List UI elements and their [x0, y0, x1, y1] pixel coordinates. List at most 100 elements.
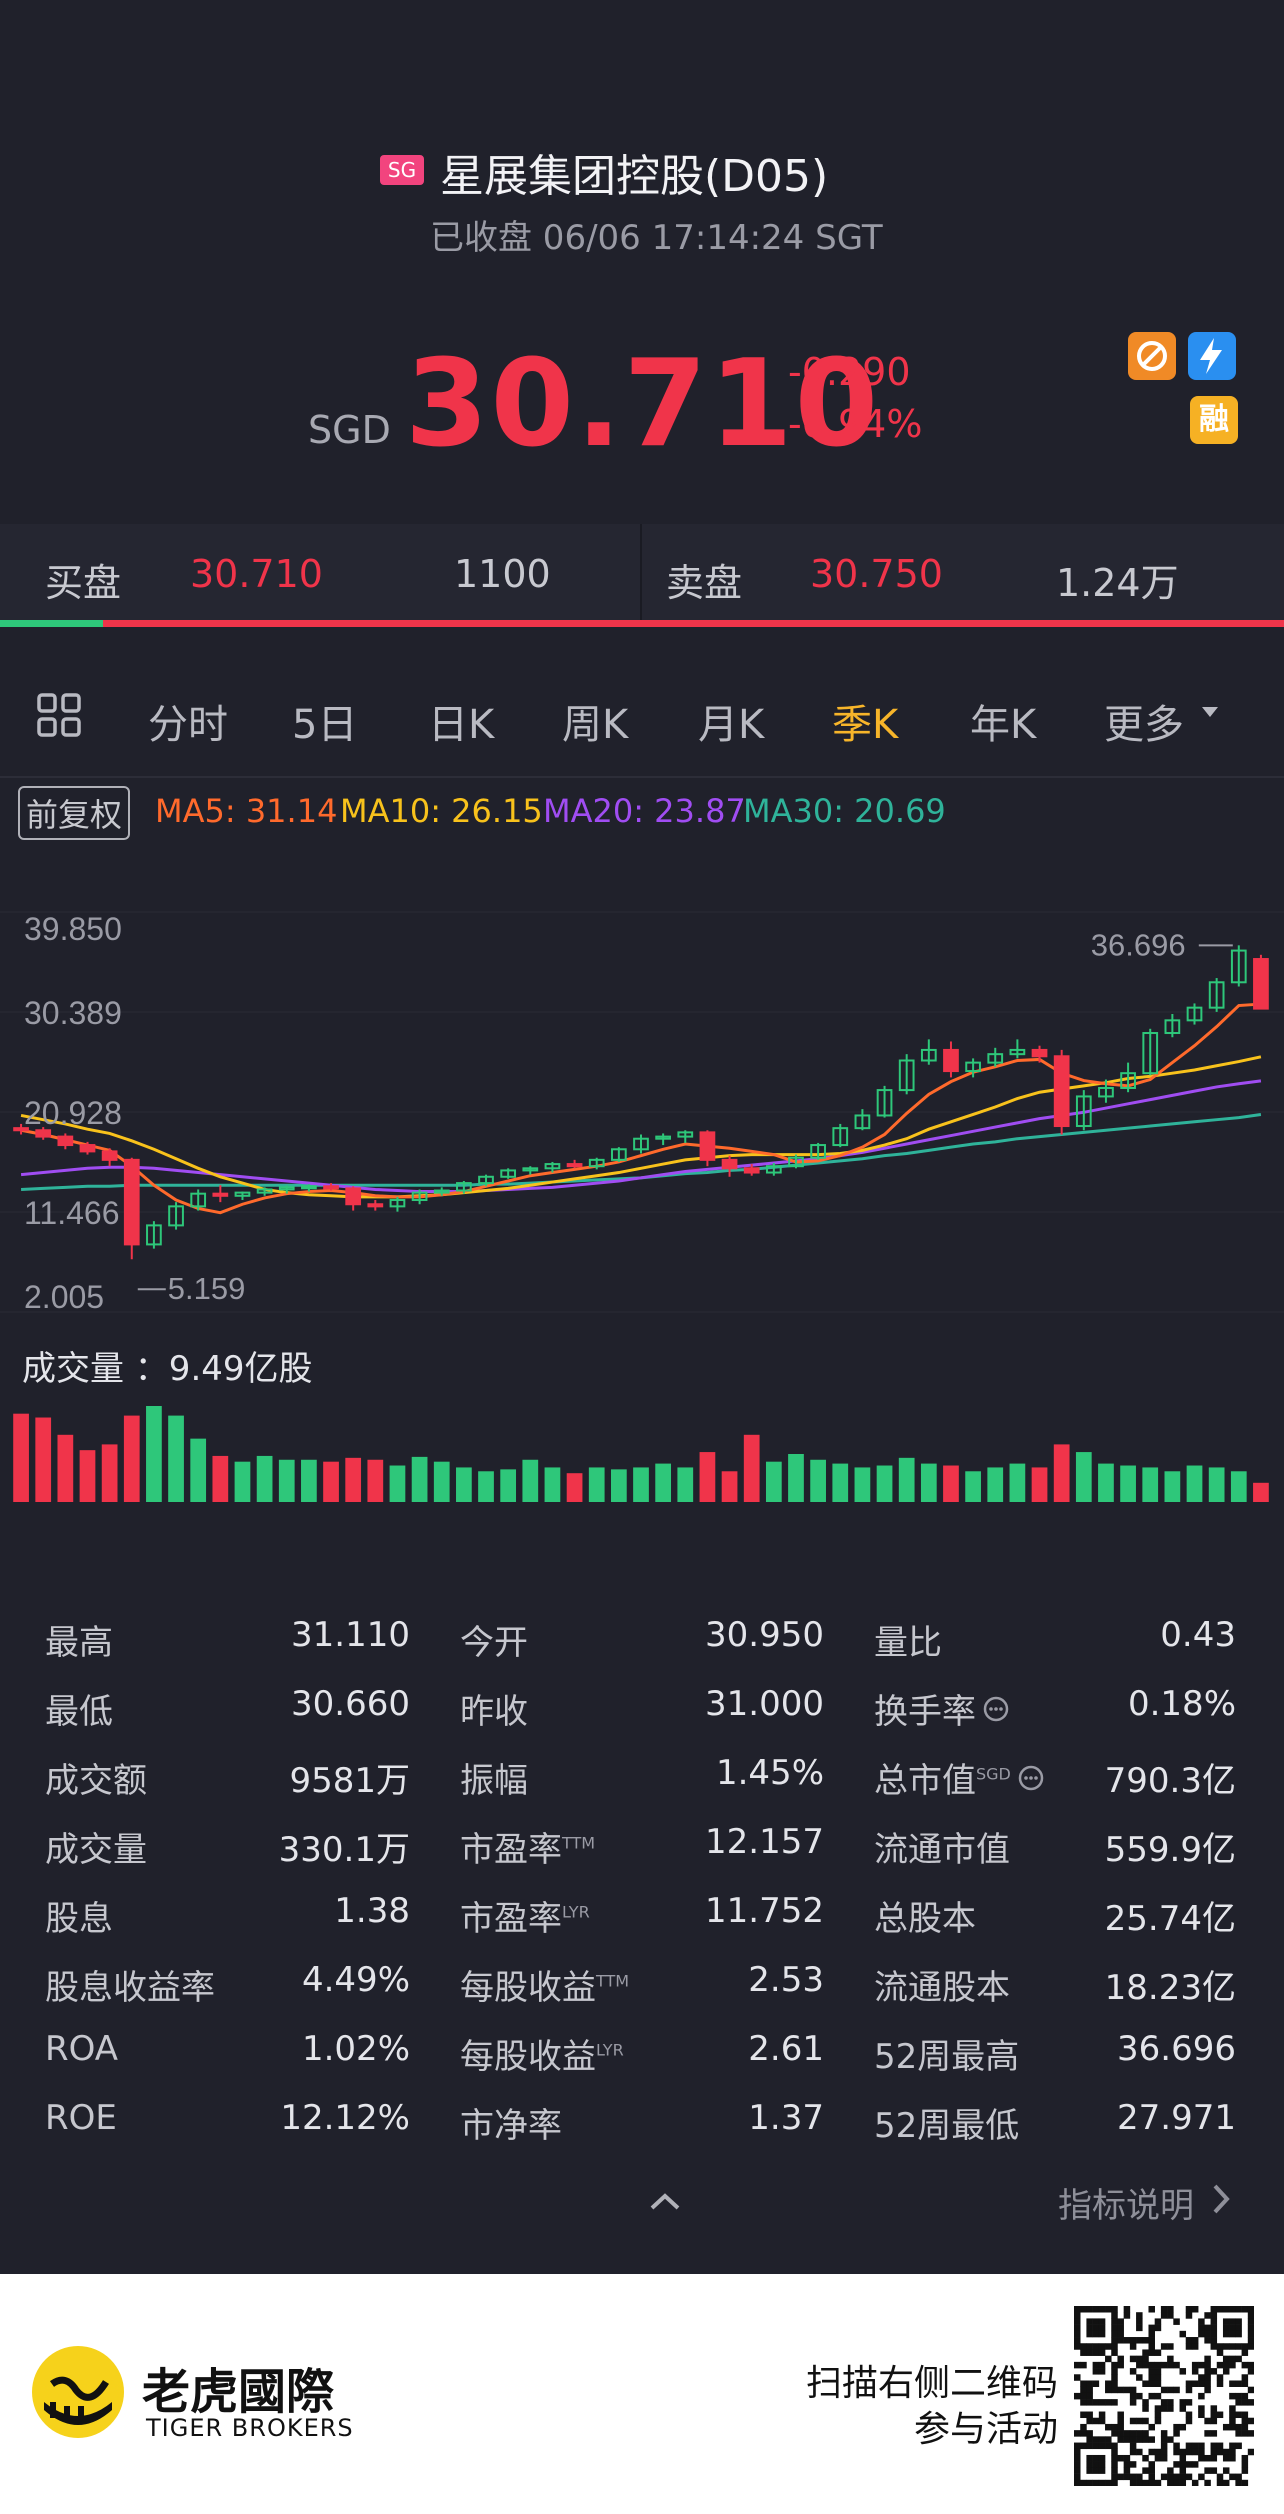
volume-bar — [788, 1454, 804, 1502]
ma-lines — [20, 1002, 1262, 1215]
volume-bar — [1075, 1452, 1092, 1502]
chevron-down-icon[interactable] — [1200, 702, 1220, 726]
stat-label: 股息收益率 — [45, 1968, 215, 2008]
layout-grid-icon[interactable] — [36, 692, 82, 742]
ma-indicator-row: 前复权 MA5: 31.14 MA10: 26.15 MA20: 23.87 M… — [0, 784, 1284, 844]
volume-bar — [898, 1457, 915, 1502]
indicator-help-link[interactable]: 指标说明 — [1058, 2186, 1194, 2226]
candle-body — [278, 1186, 295, 1191]
volume-bar — [234, 1461, 251, 1502]
stat-value: 11.752 — [705, 1891, 824, 1931]
candle-body — [1208, 981, 1225, 1009]
stat-value: 31.110 — [291, 1615, 410, 1655]
volume-label: 成交量 ：9.49亿股 — [22, 1349, 313, 1389]
volume-bar — [743, 1434, 760, 1502]
bid-ask-panel: 买盘 30.710 1100 卖盘 30.750 1.24万 — [0, 524, 1284, 624]
market-status: 已收盘 06/06 17:14:24 SGT — [430, 218, 883, 258]
quote-header: SG 星展集团控股(D05) 已收盘 06/06 17:14:24 SGT SG… — [0, 0, 1284, 520]
y-axis-labels: 39.850 30.389 20.928 11.466 2.005 — [24, 911, 122, 1315]
tab-weekly[interactable]: 周K — [562, 702, 629, 748]
tab-5day[interactable]: 5日 — [292, 702, 358, 748]
volume-bar — [987, 1467, 1004, 1502]
stat-value: 12.12% — [280, 2098, 410, 2138]
candle-body — [854, 1114, 871, 1130]
volume-bar — [1186, 1465, 1203, 1502]
stat-label: 成交额 — [45, 1761, 147, 1801]
volume-bar — [920, 1463, 937, 1502]
candle-body — [655, 1135, 672, 1140]
adjust-toggle[interactable]: 前复权 — [18, 786, 131, 840]
margin-icon[interactable]: 融 — [1190, 396, 1238, 444]
tab-monthly[interactable]: 月K — [698, 702, 765, 748]
info-icon[interactable] — [1017, 1761, 1045, 1801]
cta-line2: 参与活动 — [914, 2409, 1059, 2450]
candle-body — [301, 1185, 317, 1190]
bid-ask-divider — [640, 524, 642, 624]
stat-value: 0.43 — [1160, 1615, 1236, 1655]
candle-body — [190, 1192, 207, 1208]
candle-body — [788, 1156, 804, 1168]
stat-value: 1.45% — [715, 1753, 824, 1793]
stat-label: 量比 — [874, 1623, 942, 1663]
candle-body — [1186, 1006, 1203, 1022]
volume-bar — [943, 1465, 959, 1502]
stat-value: 31.000 — [705, 1684, 824, 1724]
lightning-1-icon[interactable] — [1188, 332, 1236, 380]
candle-body — [699, 1131, 716, 1161]
stat-value: 0.18% — [1127, 1684, 1236, 1724]
chevron-right-icon[interactable] — [1210, 2182, 1232, 2220]
candle-body — [544, 1163, 561, 1170]
volume-bar — [677, 1467, 694, 1502]
volume-bar — [765, 1461, 782, 1502]
tiger-logo-icon — [30, 2344, 126, 2444]
candle-body — [832, 1127, 849, 1147]
volume-bar — [79, 1450, 96, 1502]
stat-sup: LYR — [562, 1902, 590, 1922]
promo-footer: 老虎國際 TIGER BROKERS 扫描右侧二维码 参与活动 — [0, 2274, 1284, 2514]
price-change: -0.290 — [788, 350, 911, 394]
candle-body — [456, 1182, 472, 1192]
volume-bar — [35, 1417, 52, 1502]
volume-bar — [278, 1459, 295, 1502]
stat-label: ROE — [45, 2098, 117, 2138]
stat-label: 总市值SGD — [874, 1753, 1045, 1802]
volume-bar — [633, 1467, 649, 1502]
info-icon[interactable] — [982, 1692, 1010, 1732]
volume-bar — [13, 1413, 29, 1502]
stat-label: 振幅 — [460, 1761, 528, 1801]
tab-more[interactable]: 更多 — [1104, 702, 1184, 748]
stat-value: 12.157 — [705, 1822, 824, 1862]
bid-size: 1100 — [454, 552, 551, 596]
volume-bar — [433, 1461, 450, 1502]
candle-body — [965, 1061, 981, 1073]
candle-body — [389, 1199, 406, 1208]
candle-body — [367, 1203, 384, 1208]
volume-bar — [146, 1406, 162, 1502]
tab-daily[interactable]: 日K — [428, 702, 495, 748]
tab-quarterly[interactable]: 季K — [832, 702, 899, 748]
candle-body — [101, 1150, 118, 1161]
tab-yearly[interactable]: 年K — [970, 702, 1037, 748]
kline-chart[interactable]: 39.850 30.389 20.928 11.466 2.005 36.696 5.1… — [0, 880, 1284, 1520]
volume-bar — [345, 1457, 362, 1502]
volume-bar — [456, 1467, 472, 1502]
stat-label: 市盈率LYR — [460, 1899, 590, 1939]
price-change-pct: -0.94% — [788, 402, 923, 446]
stat-value: 18.23亿 — [1104, 1968, 1236, 2008]
candle-body — [1031, 1048, 1048, 1058]
volume-bar — [1009, 1463, 1026, 1502]
bookmark-icon[interactable] — [1128, 332, 1176, 380]
tab-intraday[interactable]: 分时 — [148, 702, 228, 748]
stat-value: 36.696 — [1117, 2029, 1236, 2069]
volume-bar — [854, 1467, 871, 1502]
candle-body — [721, 1158, 738, 1170]
chevron-up-icon[interactable] — [648, 2190, 682, 2216]
candle-body — [1253, 958, 1269, 1010]
y-tick-label: 20.928 — [24, 1095, 122, 1131]
volume-bar — [1230, 1471, 1247, 1502]
volume-bars — [13, 1406, 1269, 1502]
volume-bar — [256, 1455, 273, 1502]
stat-label: 52周最低 — [874, 2106, 1020, 2146]
ma10-label: MA10: 26.15 — [340, 792, 543, 830]
qr-code[interactable] — [1074, 2306, 1254, 2486]
